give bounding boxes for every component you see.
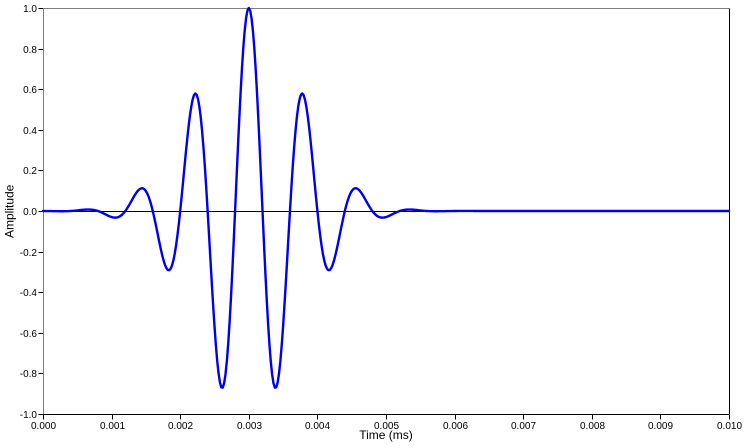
x-tick-label: 0.007 [511,421,536,432]
x-tick-label: 0.003 [237,421,262,432]
y-tick-label: -1.0 [20,410,38,421]
x-tick-label: 0.005 [374,421,399,432]
x-tick-label: 0.010 [717,421,742,432]
x-tick-label: 0.008 [580,421,605,432]
x-tick-label: 0.000 [31,421,56,432]
y-tick-label: -0.6 [20,329,38,340]
y-tick-label: 0.4 [23,126,37,137]
y-tick-label: -0.8 [20,369,38,380]
x-tick-label: 0.004 [305,421,330,432]
y-tick-label: 0.2 [23,166,37,177]
y-tick-label: 1.0 [23,4,37,15]
y-tick-label: -0.4 [20,288,38,299]
x-tick-label: 0.006 [443,421,468,432]
y-tick-label: 0.8 [23,45,37,56]
x-axis-title: Time (ms) [359,428,413,442]
y-tick-label: 0.0 [23,207,37,218]
y-tick-label: -0.2 [20,248,38,259]
x-tick-label: 0.001 [100,421,125,432]
y-tick-label: 0.6 [23,85,37,96]
y-axis-title: Amplitude [2,184,17,238]
x-tick-label: 0.009 [648,421,673,432]
x-tick-label: 0.002 [168,421,193,432]
signal-line [41,6,731,389]
